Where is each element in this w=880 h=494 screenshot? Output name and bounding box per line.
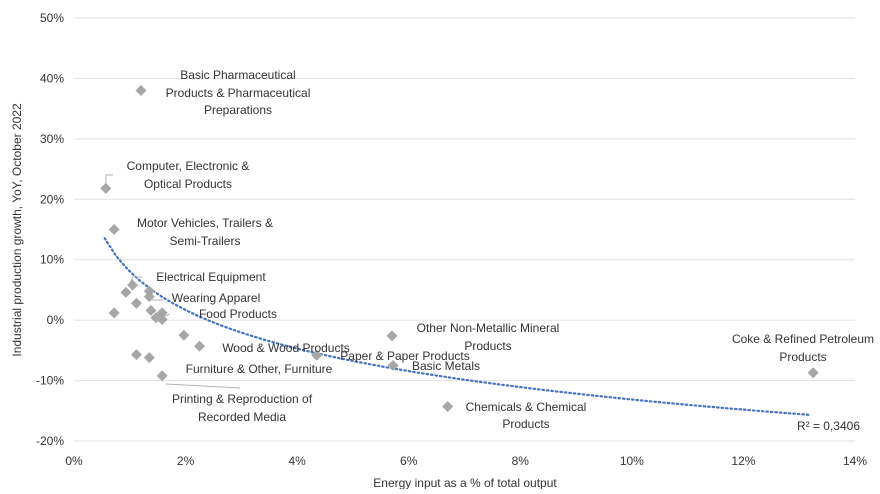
x-tick-label: 6% — [400, 454, 418, 468]
trendline — [103, 237, 812, 416]
data-label: Basic Metals — [412, 359, 480, 373]
data-label: Basic Pharmaceutical Products & Pharmaceu… — [166, 68, 311, 117]
axes: -20% -10% 0% 10% 20% 30% 40% 50% 0% 2% 4% 6% 8% 10% 12… — [36, 11, 867, 468]
data-label: Wearing Apparel — [172, 291, 261, 305]
annotations: R² = 0,3406 Basic Pharmaceutical Products … — [127, 68, 874, 433]
data-label-line: Products — [502, 417, 549, 431]
leader-line — [165, 383, 241, 389]
data-point — [130, 297, 142, 309]
y-tick-label: 40% — [40, 71, 64, 85]
data-label: Motor Vehicles, Trailers & Semi-Trailers — [137, 216, 273, 248]
data-point — [807, 367, 819, 379]
data-label-line: Basic Pharmaceutical — [180, 68, 295, 82]
data-label: Furniture & Other, Furniture — [186, 362, 333, 376]
data-points — [100, 85, 819, 413]
data-point — [156, 314, 168, 326]
data-label-line: Other Non-Metallic Mineral — [417, 321, 560, 335]
data-point — [156, 370, 168, 382]
data-label-line: Motor Vehicles, Trailers & — [137, 216, 273, 230]
data-label-line: Products — [779, 350, 826, 364]
y-tick-label: -20% — [36, 434, 64, 448]
data-point — [135, 85, 147, 97]
data-point — [178, 329, 190, 341]
data-point — [130, 349, 142, 361]
data-point — [108, 307, 120, 319]
y-tick-label: -10% — [36, 374, 64, 388]
data-label-line: Optical Products — [144, 177, 232, 191]
data-point — [143, 291, 155, 303]
y-axis-title: Industrial production growth, YoY, Octob… — [10, 103, 24, 357]
data-point — [311, 349, 323, 361]
r-squared-label: R² = 0,3406 — [797, 419, 860, 433]
data-point — [145, 304, 157, 316]
data-label-line: Wearing Apparel — [172, 291, 261, 305]
data-label-line: Paper & Paper Products — [340, 349, 469, 363]
data-point — [386, 330, 398, 342]
data-label: Paper & Paper Products — [340, 349, 469, 363]
data-label-line: Furniture & Other, Furniture — [186, 362, 333, 376]
data-point — [108, 224, 120, 235]
trendline-path — [103, 237, 812, 416]
data-label: Computer, Electronic & Optical Products — [127, 159, 250, 191]
data-label: Chemicals & Chemical Products — [466, 400, 587, 431]
data-label: Other Non-Metallic Mineral Products — [417, 321, 560, 353]
data-point — [120, 286, 132, 298]
x-axis-title: Energy input as a % of total output — [373, 476, 557, 489]
data-label-line: Chemicals & Chemical — [466, 400, 587, 414]
data-label: Food Products — [199, 307, 277, 321]
data-point — [442, 401, 454, 413]
x-tick-label: 4% — [288, 454, 306, 468]
x-tick-label: 0% — [65, 454, 83, 468]
y-tick-label: 0% — [47, 313, 65, 327]
data-label: Wood & Wood Products — [222, 341, 350, 355]
data-label-line: Computer, Electronic & — [127, 159, 250, 173]
gridlines — [74, 17, 855, 442]
data-label-line: Basic Metals — [412, 359, 480, 373]
data-label-line: Printing & Reproduction of — [172, 392, 313, 406]
x-tick-label: 8% — [512, 454, 530, 468]
y-tick-label: 50% — [40, 11, 64, 25]
y-tick-label: 20% — [40, 192, 64, 206]
x-tick-label: 12% — [731, 454, 755, 468]
data-label: Coke & Refined Petroleum Products — [732, 332, 874, 364]
data-label: Printing & Reproduction of Recorded Media — [172, 392, 313, 424]
data-label-line: Products & Pharmaceutical — [166, 86, 311, 100]
data-point — [143, 352, 155, 364]
data-label-line: Wood & Wood Products — [222, 341, 350, 355]
data-point — [194, 340, 206, 352]
data-label-line: Food Products — [199, 307, 277, 321]
y-tick-label: 10% — [40, 253, 64, 267]
x-tick-label: 2% — [177, 454, 195, 468]
data-label-line: Coke & Refined Petroleum — [732, 332, 874, 346]
y-tick-label: 30% — [40, 132, 64, 146]
data-label-line: Preparations — [204, 103, 272, 117]
x-tick-label: 10% — [620, 454, 644, 468]
data-label: Electrical Equipment — [156, 270, 266, 284]
data-label-line: Recorded Media — [198, 410, 286, 424]
data-label-line: Semi-Trailers — [170, 234, 241, 248]
x-tick-label: 14% — [843, 454, 867, 468]
data-point — [127, 279, 139, 291]
data-label-line: Products — [464, 339, 511, 353]
data-point — [100, 182, 112, 194]
data-label-line: Electrical Equipment — [156, 270, 266, 284]
data-point — [387, 359, 399, 371]
